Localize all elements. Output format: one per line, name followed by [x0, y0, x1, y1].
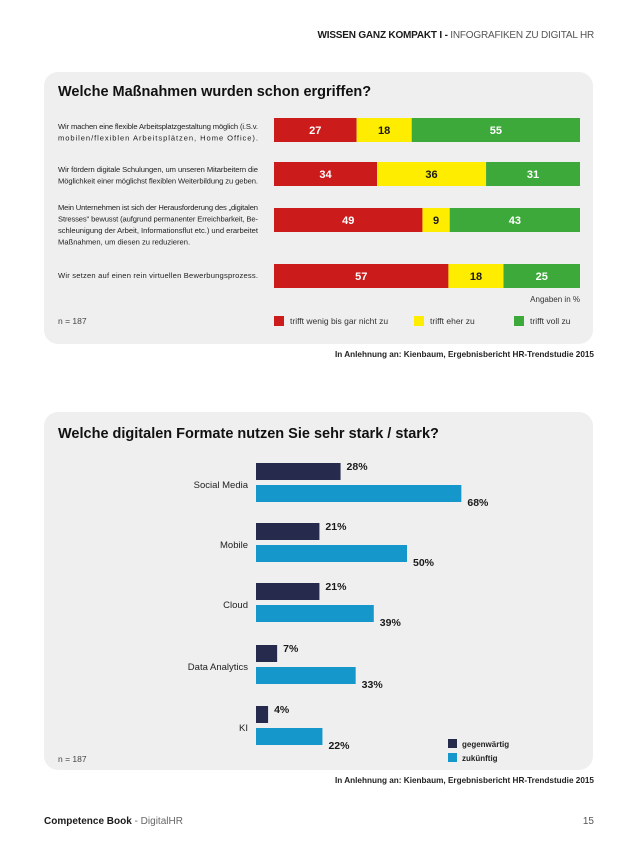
legend-label: trifft wenig bis gar nicht zu	[290, 316, 388, 326]
stacked-bar-segment	[503, 264, 580, 288]
page-number: 15	[582, 816, 594, 827]
unit-note: Angaben in %	[530, 295, 580, 304]
page-header: WISSEN GANZ KOMPAKT I - INFOGRAFIKEN ZU …	[318, 30, 595, 41]
header-bold: WISSEN GANZ KOMPAKT I -	[317, 30, 448, 41]
footer-bold: Competence Book	[44, 816, 132, 827]
legend-swatch	[274, 316, 284, 326]
footer-light: - DigitalHR	[131, 816, 183, 827]
segment-value-label: 27	[309, 125, 321, 137]
category-label: Cloud	[223, 600, 248, 611]
grouped-bar	[256, 545, 407, 562]
legend-label: zukünftig	[462, 754, 498, 763]
stacked-bar-segment	[356, 118, 412, 142]
segment-value-label: 25	[536, 271, 548, 283]
chart2-title: Welche digitalen Formate nutzen Sie sehr…	[58, 426, 439, 442]
category-label: Social Media	[194, 480, 249, 491]
grouped-bar	[256, 463, 341, 480]
chart2-source: In Anlehnung an: Kienbaum, Ergebnisberic…	[334, 776, 594, 785]
legend-label: trifft eher zu	[430, 316, 475, 326]
bar-value-label: 22%	[328, 740, 350, 752]
grouped-bar	[256, 485, 462, 502]
stacked-bar-segment	[274, 162, 378, 186]
stacked-bar-segment	[274, 264, 449, 288]
measures-card: Welche Maßnahmen wurden schon ergriffen?…	[44, 72, 593, 344]
row-label-line: Mein Unternehmen ist sich der Herausford…	[58, 203, 258, 212]
segment-value-label: 43	[509, 215, 521, 227]
row-label-line: mobilen/flexiblen Arbeitsplätzen, Home O…	[58, 134, 258, 143]
bar-value-label: 7%	[283, 643, 299, 655]
legend-swatch	[448, 753, 457, 762]
measures-chart: Wir machen eine flexible Arbeitsplatzges…	[58, 118, 580, 326]
stacked-bar-segment	[449, 208, 580, 232]
bar-value-label: 39%	[380, 617, 402, 629]
bar-value-label: 33%	[362, 679, 384, 691]
bar-value-label: 21%	[325, 521, 347, 533]
stacked-bar-segment	[486, 162, 580, 186]
bar-value-label: 28%	[347, 461, 369, 473]
chart2-sample-size: n = 187	[58, 754, 87, 764]
segment-value-label: 31	[527, 169, 539, 181]
bar-value-label: 21%	[325, 581, 347, 593]
legend-label: gegenwärtig	[462, 740, 509, 749]
stacked-bar-segment	[422, 208, 450, 232]
chart1-source: In Anlehnung an: Kienbaum, Ergebnisberic…	[334, 350, 594, 359]
stacked-bar-segment	[274, 208, 423, 232]
chart1-title: Welche Maßnahmen wurden schon ergriffen?	[58, 84, 372, 100]
header-light: INFOGRAFIKEN ZU DIGITAL HR	[447, 30, 594, 41]
grouped-bar	[256, 523, 320, 540]
legend-swatch	[514, 316, 524, 326]
chart1-sample-size: n = 187	[58, 316, 87, 326]
formats-card: Welche digitalen Formate nutzen Sie sehr…	[44, 412, 593, 770]
segment-value-label: 18	[378, 125, 390, 137]
category-label: KI	[239, 723, 248, 734]
stacked-bar-segment	[448, 264, 504, 288]
bar-value-label: 50%	[413, 557, 435, 569]
row-label-line: Wir fördern digitale Schulungen, um unse…	[58, 165, 258, 174]
row-label-line: Maßnahmen, um diesen zu reduzieren.	[58, 238, 190, 247]
segment-value-label: 18	[470, 271, 482, 283]
segment-value-label: 49	[342, 215, 354, 227]
footer-brand: Competence Book - DigitalHR	[44, 816, 183, 827]
grouped-bar	[256, 605, 374, 622]
grouped-bar	[256, 645, 278, 662]
formats-chart: Social Media 28% 68% Mobile 21% 50% Cloud 21% 39…	[188, 461, 509, 763]
legend-swatch	[448, 739, 457, 748]
segment-value-label: 9	[433, 215, 439, 227]
grouped-bar	[256, 728, 323, 745]
grouped-bar	[256, 667, 356, 684]
stacked-bar-segment	[411, 118, 580, 142]
segment-value-label: 34	[319, 169, 332, 181]
grouped-bar	[256, 706, 269, 723]
stacked-bar-segment	[274, 118, 357, 142]
bar-value-label: 4%	[274, 704, 290, 716]
stacked-bar-segment	[377, 162, 487, 186]
segment-value-label: 57	[355, 271, 367, 283]
segment-value-label: 55	[490, 125, 502, 137]
category-label: Mobile	[220, 540, 248, 551]
row-label-line: Stresses" bewusst (aufgrund permanenter …	[58, 215, 258, 224]
row-label-line: Möglichkeit einer möglichst flexiblen We…	[58, 177, 258, 186]
segment-value-label: 36	[425, 169, 437, 181]
legend-swatch	[414, 316, 424, 326]
bar-value-label: 68%	[467, 497, 489, 509]
legend-label: trifft voll zu	[530, 316, 571, 326]
grouped-bar	[256, 583, 320, 600]
row-label-line: schleunigung der Arbeit, Informationsflu…	[58, 226, 259, 235]
row-label-line: Wir machen eine flexible Arbeitsplatzges…	[58, 122, 258, 131]
category-label: Data Analytics	[188, 662, 248, 673]
row-label-line: Wir setzen auf einen rein virtuellen Bew…	[58, 271, 258, 280]
